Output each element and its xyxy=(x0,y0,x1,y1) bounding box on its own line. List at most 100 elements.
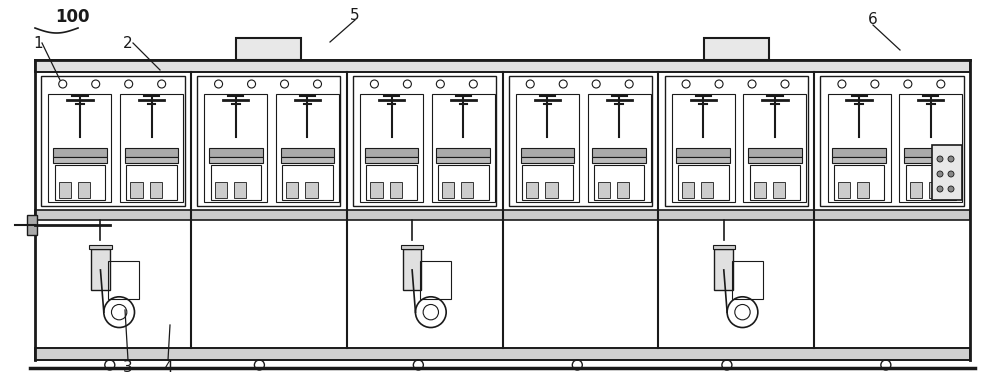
Bar xyxy=(27,215,37,235)
Bar xyxy=(420,261,451,300)
Bar xyxy=(906,165,956,200)
Bar xyxy=(197,76,340,206)
Bar xyxy=(701,183,713,198)
Bar xyxy=(125,157,178,163)
Bar xyxy=(281,148,334,157)
Text: 3: 3 xyxy=(123,360,133,376)
Bar xyxy=(617,183,629,198)
Bar xyxy=(276,94,339,202)
Bar xyxy=(366,165,417,200)
Text: 1: 1 xyxy=(33,35,43,50)
Bar xyxy=(436,148,490,157)
Bar xyxy=(929,183,941,198)
Bar xyxy=(89,245,112,250)
Bar xyxy=(365,148,418,157)
Bar xyxy=(209,148,263,157)
Bar xyxy=(676,148,730,157)
Bar xyxy=(828,94,891,202)
Bar xyxy=(773,183,785,198)
Bar xyxy=(672,94,735,202)
Bar xyxy=(35,210,970,220)
Bar xyxy=(53,157,107,163)
Bar xyxy=(150,183,162,198)
Bar xyxy=(832,148,886,157)
Bar xyxy=(55,165,105,200)
Text: 6: 6 xyxy=(868,12,878,28)
Bar xyxy=(526,183,538,198)
Bar xyxy=(286,183,298,198)
Bar xyxy=(53,148,107,157)
Text: 4: 4 xyxy=(163,360,173,376)
Bar xyxy=(35,348,970,360)
Bar xyxy=(678,165,729,200)
Bar xyxy=(838,183,850,198)
Bar xyxy=(432,94,495,202)
Bar xyxy=(592,148,646,157)
Bar xyxy=(108,261,139,300)
Bar xyxy=(545,183,558,198)
Bar xyxy=(120,94,183,202)
Bar xyxy=(598,183,610,198)
Bar xyxy=(588,94,651,202)
Bar xyxy=(403,250,421,291)
Bar xyxy=(592,157,646,163)
Bar xyxy=(282,165,333,200)
Bar xyxy=(521,157,574,163)
Bar xyxy=(390,183,402,198)
Bar xyxy=(438,165,489,200)
Bar xyxy=(750,165,800,200)
Circle shape xyxy=(937,186,943,192)
Bar xyxy=(41,76,185,206)
Bar xyxy=(594,165,644,200)
Bar xyxy=(365,157,418,163)
Bar xyxy=(215,183,227,198)
Bar xyxy=(35,348,970,360)
Bar xyxy=(48,94,111,202)
Bar xyxy=(682,183,694,198)
Bar xyxy=(59,183,71,198)
Bar xyxy=(832,157,886,163)
Text: 100: 100 xyxy=(55,8,90,26)
Bar xyxy=(904,157,958,163)
Bar xyxy=(910,183,922,198)
Bar xyxy=(234,183,246,198)
Bar xyxy=(126,165,177,200)
Bar xyxy=(904,148,958,157)
Bar xyxy=(35,60,970,72)
Bar xyxy=(704,38,769,60)
Bar xyxy=(436,157,490,163)
Bar xyxy=(732,261,763,300)
Bar xyxy=(713,245,735,250)
Bar xyxy=(130,183,143,198)
Bar xyxy=(748,148,802,157)
Bar xyxy=(461,183,473,198)
Bar xyxy=(748,157,802,163)
Bar xyxy=(676,157,730,163)
Bar xyxy=(360,94,423,202)
Bar xyxy=(209,157,263,163)
Bar xyxy=(236,38,301,60)
Bar xyxy=(401,245,423,250)
Bar xyxy=(516,94,579,202)
Circle shape xyxy=(948,186,954,192)
Bar xyxy=(305,183,318,198)
Bar xyxy=(91,250,110,291)
Bar xyxy=(665,76,808,206)
Bar xyxy=(353,76,496,206)
Bar xyxy=(78,183,90,198)
Bar xyxy=(509,76,652,206)
Bar xyxy=(743,94,806,202)
Circle shape xyxy=(937,171,943,177)
Bar xyxy=(834,165,884,200)
Circle shape xyxy=(948,156,954,162)
Bar xyxy=(281,157,334,163)
Bar xyxy=(211,165,261,200)
Circle shape xyxy=(948,171,954,177)
Bar xyxy=(857,183,869,198)
Bar xyxy=(125,148,178,157)
Bar xyxy=(442,183,454,198)
Bar xyxy=(899,94,962,202)
Bar xyxy=(714,250,733,291)
Bar xyxy=(932,145,962,200)
Bar xyxy=(754,183,766,198)
